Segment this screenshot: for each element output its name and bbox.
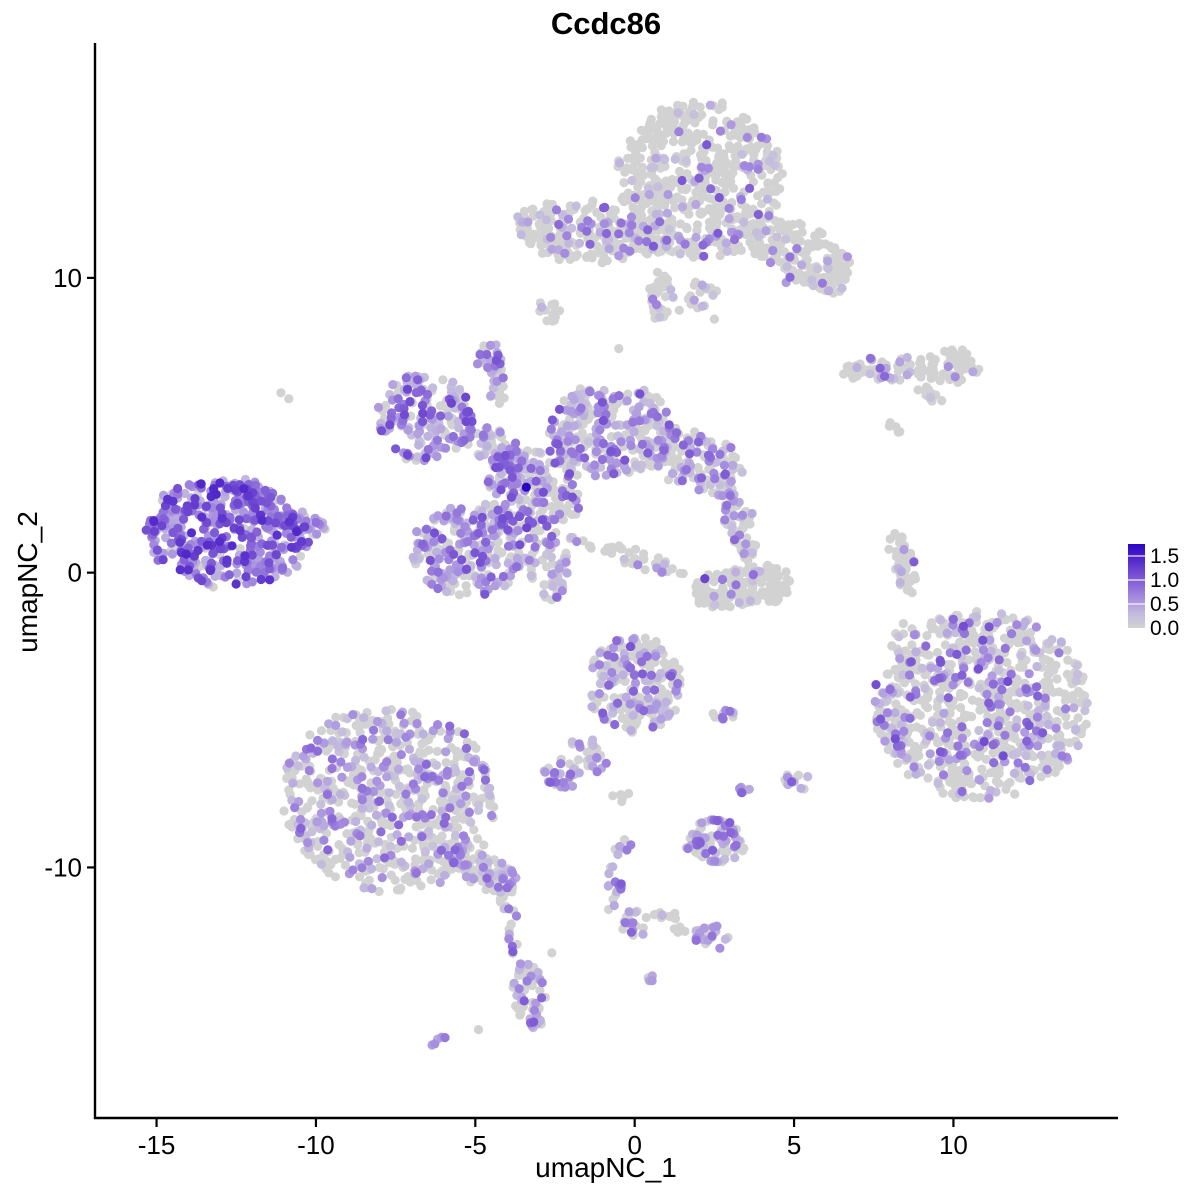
expression-colorbar-legend: 1.5 1.0 0.5 0.0 [1126, 540, 1200, 640]
y-axis-title: umapNC_2 [12, 511, 43, 653]
x-tick-label: 10 [939, 1130, 968, 1160]
plot-title: Ccdc86 [550, 6, 662, 41]
legend-tick-label: 1.0 [1150, 569, 1180, 592]
x-tick-label: -15 [138, 1130, 176, 1160]
colorbar-tick [1128, 555, 1145, 557]
x-tick-label: 0 [627, 1130, 641, 1160]
y-tick-label: -10 [44, 852, 82, 882]
colorbar-gradient [1128, 544, 1145, 628]
colorbar-tick [1128, 579, 1145, 581]
axes-layer: -15 -10 -5 0 5 10 -10 0 10 [44, 43, 1118, 1160]
y-tick-label: 10 [53, 263, 82, 293]
colorbar-tick [1128, 603, 1145, 605]
legend-tick-label: 1.5 [1150, 545, 1180, 568]
y-tick-label: 0 [68, 558, 82, 588]
x-axis-title: umapNC_1 [535, 1152, 677, 1183]
legend-tick-label: 0.0 [1150, 617, 1180, 640]
x-tick-label: 5 [787, 1130, 801, 1160]
legend-tick-label: 0.5 [1150, 593, 1180, 616]
data-points-layer [141, 97, 1092, 1050]
x-tick-label: -5 [464, 1130, 487, 1160]
x-tick-label: -10 [297, 1130, 335, 1160]
